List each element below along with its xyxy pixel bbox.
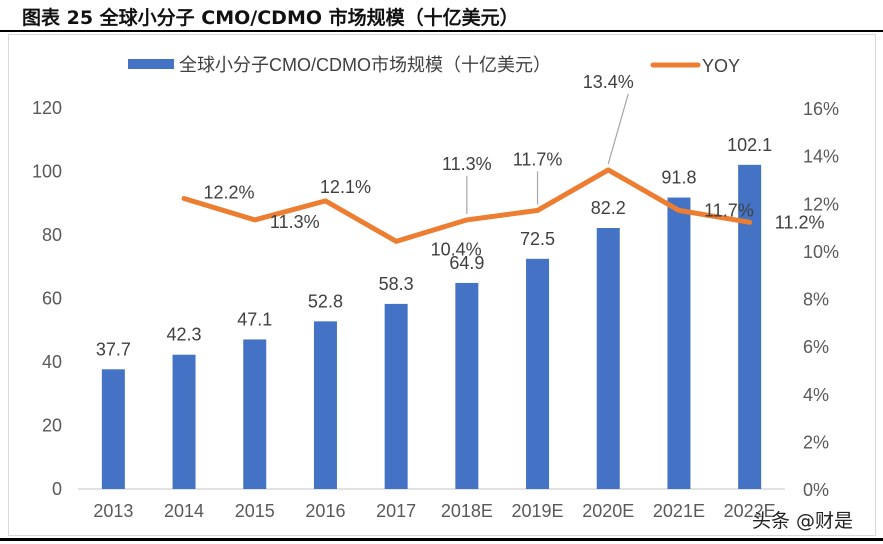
yoy-value-label: 12.1%: [320, 177, 371, 197]
bar-value-label: 102.1: [727, 135, 772, 155]
right-tick-label: 14%: [803, 147, 839, 167]
bar: [243, 339, 267, 489]
yoy-value-label: 11.2%: [775, 212, 825, 232]
bar: [101, 369, 125, 489]
yoy-value-label: 11.3%: [270, 212, 320, 232]
left-tick-label: 80: [42, 225, 62, 245]
legend-bar-swatch: [128, 59, 174, 69]
bar-value-label: 91.8: [661, 168, 696, 188]
bar: [455, 282, 479, 489]
bar: [172, 354, 196, 489]
left-tick-label: 40: [42, 352, 62, 372]
x-tick-label: 2013: [93, 501, 133, 521]
yoy-line: [181, 167, 753, 244]
bar: [738, 164, 762, 489]
right-tick-label: 0%: [803, 480, 829, 500]
right-tick-label: 8%: [803, 290, 829, 310]
yoy-value-label: 12.2%: [204, 182, 255, 202]
right-tick-label: 6%: [803, 337, 829, 357]
bar: [384, 303, 408, 489]
watermark: 头条 @财是: [752, 510, 854, 532]
right-tick-label: 4%: [803, 385, 829, 405]
bar-value-label: 52.8: [308, 291, 343, 311]
bar-value-label: 47.1: [237, 309, 272, 329]
left-tick-label: 100: [32, 162, 62, 182]
bar: [667, 197, 691, 489]
chart-frame: [8, 34, 876, 536]
bottom-rule: [0, 538, 883, 541]
bar-value-label: 64.9: [449, 253, 484, 273]
x-tick-label: 2017: [376, 501, 416, 521]
figure-title: 图表 25 全球小分子 CMO/CDMO 市场规模（十亿美元）: [22, 7, 519, 29]
right-tick-label: 10%: [803, 242, 839, 262]
left-tick-label: 60: [42, 289, 62, 309]
right-tick-label: 2%: [803, 432, 829, 452]
bar: [313, 321, 337, 489]
left-tick-label: 0: [52, 479, 62, 499]
title-rule: [0, 30, 883, 32]
x-tick-label: 2020E: [582, 501, 634, 521]
bar-value-label: 72.5: [520, 229, 555, 249]
bar: [596, 228, 620, 489]
x-tick-label: 2018E: [441, 501, 493, 521]
left-tick-label: 120: [32, 98, 62, 118]
bar-value-label: 82.2: [591, 198, 626, 218]
x-tick-label: 2019E: [512, 501, 564, 521]
x-tick-label: 2014: [164, 501, 204, 521]
right-tick-label: 16%: [803, 99, 839, 119]
legend-line-label: YOY: [702, 56, 740, 76]
bar-value-label: 37.7: [96, 339, 131, 359]
yoy-value-label: 13.4%: [583, 72, 634, 92]
right-tick-label: 12%: [803, 194, 839, 214]
bar-value-label: 42.3: [167, 325, 202, 345]
yoy-value-label: 11.3%: [442, 154, 492, 174]
label-leader-line: [607, 93, 629, 165]
legend-bar-label: 全球小分子CMO/CDMO市场规模（十亿美元）: [179, 55, 551, 75]
yoy-value-label: 10.4%: [431, 239, 482, 259]
bar-value-label: 58.3: [379, 274, 414, 294]
yoy-value-label: 11.7%: [704, 200, 754, 220]
x-tick-label: 2021E: [653, 501, 705, 521]
left-tick-label: 20: [42, 416, 62, 436]
bar: [526, 258, 550, 489]
x-tick-label: 2022E: [724, 501, 776, 521]
yoy-value-label: 11.7%: [513, 149, 563, 169]
x-tick-label: 2016: [305, 501, 345, 521]
x-tick-label: 2015: [235, 501, 275, 521]
